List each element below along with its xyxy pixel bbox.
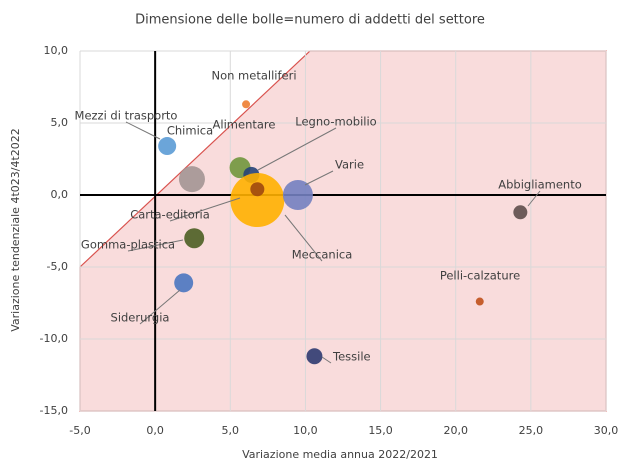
y-axis-title: Variazione tendenziale 4t023/4t2022 <box>9 128 22 332</box>
x-tick-label: 25,0 <box>519 424 544 437</box>
point-label: Chimica <box>167 124 213 138</box>
leader-line <box>321 356 332 364</box>
y-tick-label: -10,0 <box>40 332 68 345</box>
point-label: Non metalliferi <box>211 69 296 83</box>
bubble <box>250 182 265 197</box>
y-tick-label: 0,0 <box>51 188 69 201</box>
bubble <box>158 137 177 156</box>
x-tick-label: 20,0 <box>443 424 468 437</box>
bubble <box>178 166 205 193</box>
leader-line <box>527 190 541 207</box>
x-axis-title: Variazione media annua 2022/2021 <box>242 448 438 461</box>
bubble <box>230 173 285 228</box>
bubble <box>282 180 313 210</box>
leader-line <box>125 121 161 140</box>
x-tick-label: 5,0 <box>222 424 240 437</box>
y-tick-label: 5,0 <box>51 116 69 129</box>
point-label: Pelli-calzature <box>440 269 520 283</box>
point-label: Tessile <box>332 350 371 364</box>
y-tick-label: -5,0 <box>47 260 68 273</box>
point-label: Legno-mobilio <box>295 115 376 129</box>
leader-line <box>127 239 184 252</box>
point-label: Siderurgia <box>111 311 170 325</box>
bubble <box>306 348 323 365</box>
x-tick-label: 0,0 <box>146 424 164 437</box>
point-label: Carta-editoria <box>130 208 210 222</box>
bubble <box>242 100 251 109</box>
point-label: Gomma-plastica <box>81 238 175 252</box>
leader-line <box>284 214 323 262</box>
bubble <box>184 228 205 249</box>
y-tick-label: -15,0 <box>40 404 68 417</box>
point-label: Alimentare <box>213 118 276 132</box>
x-tick-label: 15,0 <box>368 424 393 437</box>
bubble <box>475 297 484 306</box>
leader-line <box>304 170 334 186</box>
y-tick-label: 10,0 <box>44 44 69 57</box>
x-tick-label: -5,0 <box>69 424 90 437</box>
point-label: Varie <box>335 158 364 172</box>
leader-line <box>257 127 337 171</box>
x-tick-label: 30,0 <box>594 424 619 437</box>
point-label: Mezzi di trasporto <box>75 109 178 123</box>
point-label: Abbigliamento <box>498 178 582 192</box>
leader-line <box>169 197 241 222</box>
bubble <box>174 273 194 293</box>
x-tick-label: 10,0 <box>293 424 318 437</box>
bubble <box>513 205 528 220</box>
chart-title: Dimensione delle bolle=numero di addetti… <box>135 13 485 28</box>
leader-line <box>139 289 181 325</box>
point-label: Meccanica <box>292 248 353 262</box>
